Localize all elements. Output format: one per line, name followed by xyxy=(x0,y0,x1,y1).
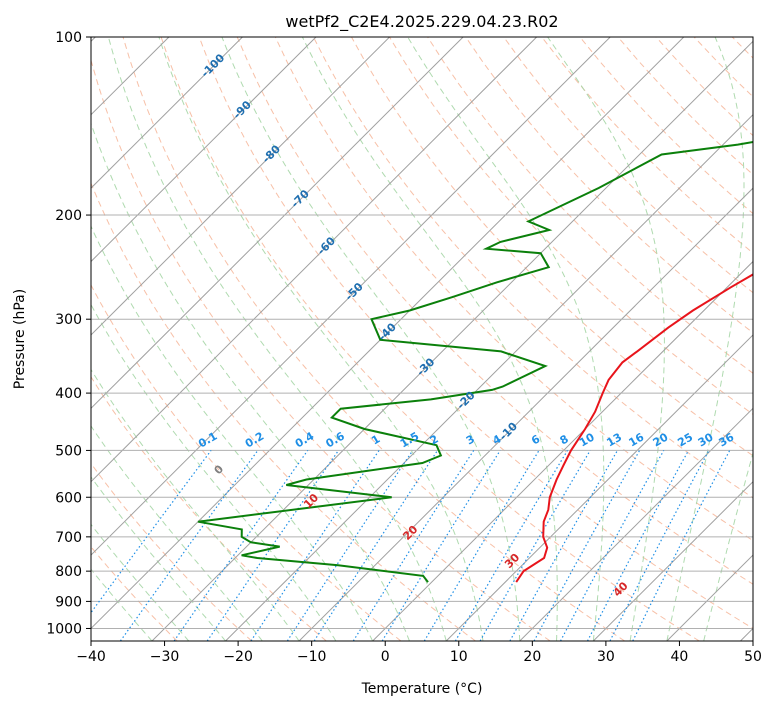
y-tick-label: 500 xyxy=(55,443,82,459)
moist-adiabat-line xyxy=(91,425,263,641)
moist-adiabat-line xyxy=(547,37,665,641)
y-tick-label: 600 xyxy=(55,490,82,506)
x-tick-label: −30 xyxy=(150,649,180,665)
moist-adiabat-line xyxy=(221,37,521,641)
dry-adiabat-line xyxy=(91,462,253,641)
x-tick-label: 40 xyxy=(671,649,689,665)
isotherm-line xyxy=(91,37,538,483)
mixing-ratio-line xyxy=(173,450,309,641)
temperature-profile-line xyxy=(515,273,753,583)
isotherms xyxy=(91,37,753,641)
y-tick-label: 400 xyxy=(55,386,82,402)
x-axis-ticks: −40 −30 −20 −10 0 10 20 30 40 50 xyxy=(76,641,762,665)
plot-frame xyxy=(90,36,754,642)
x-tick-label: −40 xyxy=(76,649,106,665)
x-tick-label: 10 xyxy=(450,649,468,665)
pressure-gridlines xyxy=(91,37,753,629)
mixing-ratio-line xyxy=(632,450,731,641)
mixing-ratio-line xyxy=(286,450,414,641)
moist-adiabat-line xyxy=(91,225,374,641)
moist-adiabat-line xyxy=(703,451,753,641)
dry-adiabat-line xyxy=(198,37,753,630)
moist-adiabat-line xyxy=(666,37,745,641)
x-tick-label: 0 xyxy=(381,649,390,665)
y-tick-label: 200 xyxy=(55,208,82,224)
moist-adiabat-line xyxy=(107,37,447,641)
sounding-profiles xyxy=(197,140,753,583)
mixing-ratio-lines xyxy=(91,450,731,641)
isotherm-line xyxy=(298,187,753,641)
mixing-ratio-line xyxy=(381,450,501,641)
isotherm-line xyxy=(519,407,753,641)
y-tick-label: 700 xyxy=(55,530,82,546)
y-tick-label: 100 xyxy=(55,30,82,46)
moist-adiabat-line xyxy=(158,37,484,641)
dry-adiabat-line xyxy=(122,37,625,641)
dry-adiabat-line xyxy=(91,58,551,641)
dry-adiabat-line xyxy=(91,375,327,641)
mixing-ratio-line xyxy=(91,450,212,614)
x-tick-label: 50 xyxy=(744,649,762,665)
isotherm-line xyxy=(91,37,317,263)
moist-adiabat-line xyxy=(91,122,410,641)
y-tick-label: 300 xyxy=(55,312,82,328)
chart-title: wetPf2_C2E4.2025.229.04.23.R02 xyxy=(285,12,558,32)
mixing-ratio-line xyxy=(313,450,439,641)
moist-adiabat-line xyxy=(407,37,605,641)
x-tick-label: −10 xyxy=(297,649,327,665)
moist-adiabat-line xyxy=(91,568,153,641)
mixing-ratio-line xyxy=(206,450,339,641)
mixing-ratio-line xyxy=(509,450,619,641)
isotherm-line xyxy=(91,37,611,556)
x-axis-label: Temperature (°C) xyxy=(361,681,483,697)
x-tick-label: −20 xyxy=(223,649,253,665)
mixing-ratio-line xyxy=(533,450,641,641)
x-tick-label: 20 xyxy=(523,649,541,665)
dry-adiabat-line xyxy=(503,37,753,294)
isotherm-line xyxy=(225,114,753,641)
isotherm-line xyxy=(151,40,753,641)
isotherm-line xyxy=(91,37,390,336)
isotherm-line xyxy=(372,260,753,641)
isotherm-line xyxy=(445,334,753,641)
dry-adiabat-line xyxy=(274,37,753,542)
y-tick-label: 800 xyxy=(55,564,82,580)
isotherm-line xyxy=(91,37,464,409)
dry-adiabat-line xyxy=(236,37,753,585)
y-axis-ticks: 100 200 300 400 500 600 700 800 900 1000 xyxy=(46,30,91,637)
isotherm-line xyxy=(91,37,243,189)
dry-adiabat-line xyxy=(312,37,753,499)
moist-adiabat-line xyxy=(91,303,337,641)
dry-adiabats xyxy=(91,37,753,641)
moist-adiabat-line xyxy=(91,523,190,641)
isotherm-line xyxy=(592,480,753,641)
x-tick-label: 30 xyxy=(597,649,615,665)
dry-adiabat-line xyxy=(160,37,700,641)
y-tick-label: 1000 xyxy=(46,621,82,637)
mixing-ratio-line xyxy=(119,450,259,641)
mixing-ratio-line xyxy=(250,450,380,641)
y-tick-label: 900 xyxy=(55,594,82,610)
y-axis-label: Pressure (hPa) xyxy=(12,289,28,389)
dewpoint-profile-line xyxy=(197,140,753,583)
moist-adiabat-line xyxy=(91,476,226,641)
mixing-ratio-line xyxy=(559,450,665,641)
